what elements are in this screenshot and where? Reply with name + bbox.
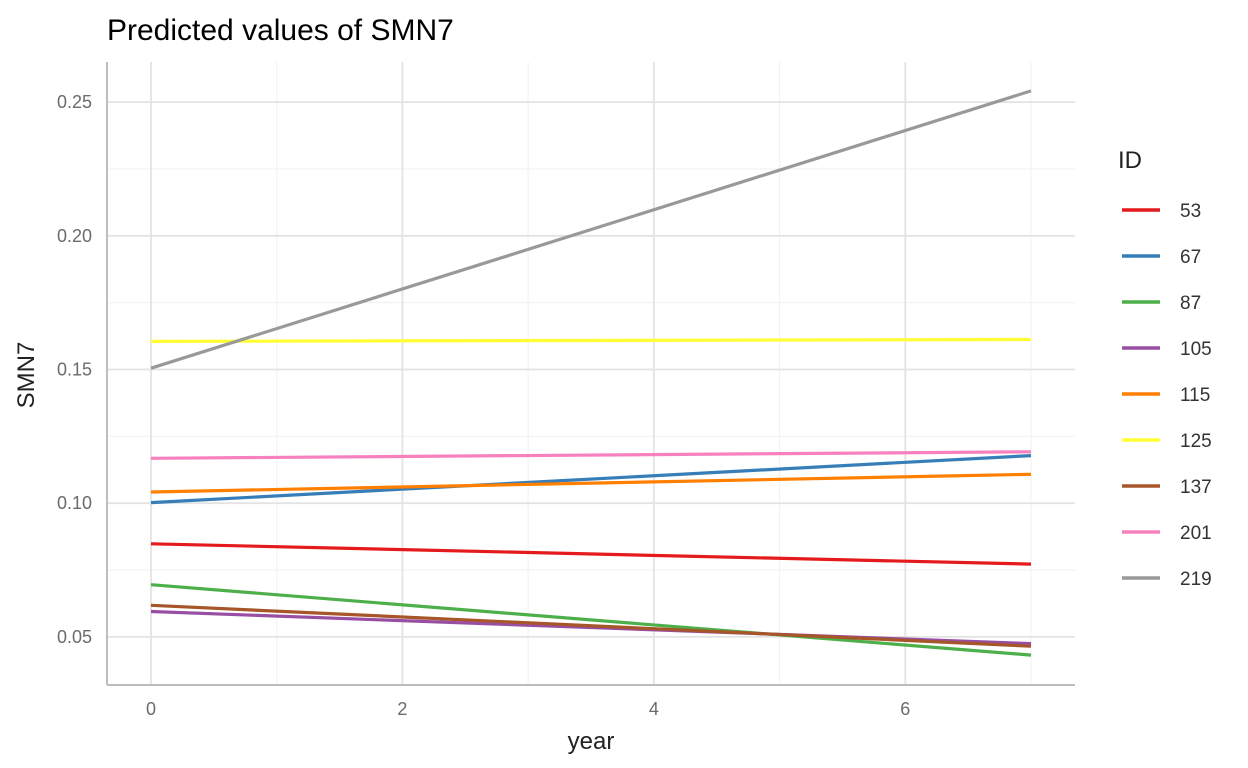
chart-title: Predicted values of SMN7 (107, 14, 454, 47)
legend-label-105: 105 (1180, 339, 1212, 360)
x-tick-label: 2 (397, 699, 407, 719)
y-tick-label: 0.15 (57, 359, 92, 379)
major-gridlines (107, 62, 1075, 685)
series-line-67 (150, 454, 1032, 505)
legend-label-137: 137 (1180, 477, 1212, 498)
legend: ID 53 67 87 105 115 125 137 201 219 (1118, 147, 1212, 590)
x-axis-title: year (568, 728, 615, 755)
x-tick-label: 4 (649, 699, 659, 719)
legend-label-125: 125 (1180, 431, 1212, 452)
series-lines (150, 89, 1032, 657)
y-tick-labels: 0.05 0.10 0.15 0.20 0.25 (57, 92, 92, 647)
x-tick-labels: 0 2 4 6 (146, 699, 910, 719)
series-line-87 (150, 583, 1032, 657)
series-line-125 (150, 337, 1032, 343)
y-tick-label: 0.25 (57, 92, 92, 112)
minor-gridlines (107, 62, 1075, 685)
series-line-137 (150, 603, 1032, 648)
legend-label-67: 67 (1180, 247, 1201, 268)
axis-lines (106, 62, 1075, 686)
legend-title: ID (1118, 147, 1142, 174)
series-line-115 (150, 472, 1032, 494)
legend-items: 53 67 87 105 115 125 137 201 219 (1122, 201, 1212, 590)
legend-label-53: 53 (1180, 201, 1201, 222)
series-line-201 (150, 450, 1032, 460)
y-tick-label: 0.05 (57, 627, 92, 647)
legend-label-201: 201 (1180, 523, 1212, 544)
legend-label-219: 219 (1180, 569, 1212, 590)
legend-label-115: 115 (1180, 385, 1210, 406)
y-tick-label: 0.10 (57, 493, 92, 513)
x-tick-label: 0 (146, 699, 156, 719)
series-line-53 (150, 542, 1032, 566)
y-axis-title: SMN7 (13, 342, 40, 409)
y-tick-label: 0.20 (57, 226, 92, 246)
x-tick-label: 6 (900, 699, 910, 719)
legend-label-87: 87 (1180, 293, 1201, 314)
series-line-219 (150, 89, 1032, 370)
